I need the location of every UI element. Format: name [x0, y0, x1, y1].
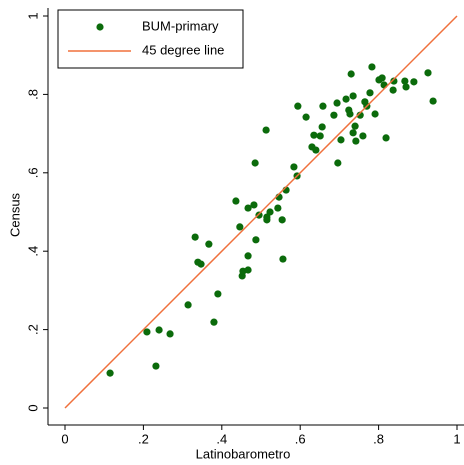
x-axis-label: Latinobarometro — [196, 446, 291, 461]
scatter-point — [232, 197, 240, 205]
scatter-point — [349, 92, 357, 100]
scatter-point — [318, 123, 326, 131]
scatter-point — [410, 78, 418, 86]
scatter-point — [236, 223, 244, 231]
scatter-point — [366, 89, 374, 97]
scatter-point — [371, 110, 379, 118]
x-tick-label: .6 — [295, 431, 306, 446]
scatter-point — [349, 129, 357, 137]
scatter-point — [316, 132, 324, 140]
scatter-point — [429, 97, 437, 105]
scatter-point — [214, 290, 222, 298]
scatter-point — [166, 330, 174, 338]
scatter-point — [337, 136, 345, 144]
scatter-point — [359, 132, 367, 140]
scatter-point — [191, 233, 199, 241]
scatter-point — [197, 260, 205, 268]
scatter-point — [342, 95, 350, 103]
scatter-point — [390, 77, 398, 85]
scatter-point — [262, 126, 270, 134]
scatter-point — [244, 252, 252, 260]
y-axis-label: Census — [7, 192, 22, 237]
scatter-point — [152, 362, 160, 370]
scatter-point — [263, 216, 271, 224]
reference-line — [64, 15, 458, 409]
scatter-point — [205, 240, 213, 248]
scatter-point — [312, 146, 320, 154]
scatter-point — [210, 318, 218, 326]
scatter-point — [310, 131, 318, 139]
scatter-point — [250, 201, 258, 209]
legend: BUM-primary 45 degree line — [57, 9, 244, 69]
scatter-point — [184, 301, 192, 309]
scatter-point — [290, 163, 298, 171]
y-tick-label: .8 — [25, 89, 40, 100]
scatter-point — [302, 113, 310, 121]
scatter-point — [294, 102, 302, 110]
scatter-point — [347, 70, 355, 78]
scatter-point — [278, 216, 286, 224]
scatter-point — [333, 99, 341, 107]
scatter-point — [389, 86, 397, 94]
scatter-point — [274, 204, 282, 212]
scatter-point — [402, 83, 410, 91]
legend-box — [57, 9, 244, 69]
x-tick-label: .2 — [138, 431, 149, 446]
scatter-point — [255, 211, 263, 219]
x-tick-label: .8 — [373, 431, 384, 446]
scatter-point — [143, 328, 151, 336]
x-tick-label: .4 — [216, 431, 227, 446]
scatter-point — [351, 122, 359, 130]
scatter-point — [252, 236, 260, 244]
scatter-point — [155, 326, 163, 334]
scatter-point — [382, 134, 390, 142]
legend-label: BUM-primary — [142, 18, 219, 33]
scatter-point — [346, 110, 354, 118]
scatter-point — [352, 137, 360, 145]
y-tick-label: .6 — [25, 167, 40, 178]
y-tick-label: 1 — [25, 12, 40, 19]
x-tick-label: 0 — [61, 431, 68, 446]
scatter-point — [106, 369, 114, 377]
scatter-point — [251, 159, 259, 167]
y-tick-label: .4 — [25, 246, 40, 257]
scatter-point — [380, 81, 388, 89]
scatter-point — [378, 74, 386, 82]
y-tick-label: 0 — [25, 404, 40, 411]
scatter-point — [424, 69, 432, 77]
scatter-point — [266, 208, 274, 216]
y-tick-label: .2 — [25, 324, 40, 335]
scatter-point — [279, 255, 287, 263]
scatter-point — [319, 102, 327, 110]
scatter-point — [244, 204, 252, 212]
legend-marker — [96, 23, 104, 31]
scatter-point — [334, 159, 342, 167]
scatter-point — [356, 111, 364, 119]
scatter-point — [368, 63, 376, 71]
x-tick-label: 1 — [453, 431, 460, 446]
scatter-point — [401, 77, 409, 85]
legend-label: 45 degree line — [142, 42, 224, 57]
scatter-point — [330, 111, 338, 119]
scatter-point — [244, 266, 252, 274]
